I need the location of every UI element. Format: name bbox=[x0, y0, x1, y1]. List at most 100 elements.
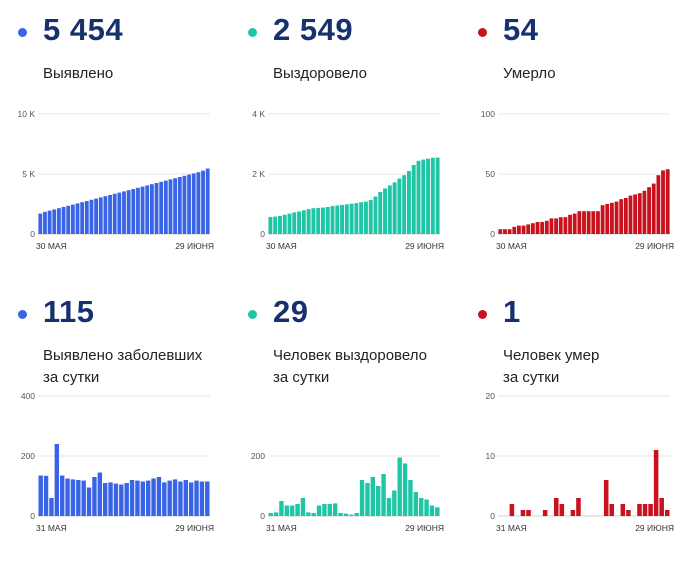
bar bbox=[102, 483, 108, 516]
x-start-label: 31 МАЯ bbox=[266, 523, 297, 533]
bar bbox=[558, 217, 563, 234]
bar bbox=[327, 504, 333, 516]
bar bbox=[507, 229, 512, 234]
bar bbox=[544, 220, 549, 234]
bar bbox=[43, 211, 47, 234]
bar bbox=[38, 475, 43, 516]
bar bbox=[316, 505, 322, 516]
y-tick-label: 4 K bbox=[252, 109, 265, 119]
bar bbox=[620, 504, 626, 516]
bar bbox=[402, 175, 407, 234]
bar bbox=[542, 510, 548, 516]
y-tick-label: 200 bbox=[21, 451, 35, 461]
stat-label-line: за сутки bbox=[503, 369, 560, 386]
bar bbox=[656, 175, 661, 234]
bar bbox=[306, 209, 311, 234]
bar bbox=[614, 201, 619, 234]
bar bbox=[108, 195, 112, 234]
legend-dot-icon bbox=[18, 310, 27, 319]
bar bbox=[86, 487, 92, 516]
bar bbox=[563, 217, 568, 234]
bar bbox=[268, 216, 273, 234]
stat-number: 54 bbox=[503, 12, 539, 47]
bar-chart: 0 10 20 31 МАЯ 29 ИЮНЯ bbox=[486, 391, 674, 533]
bar bbox=[167, 480, 172, 516]
bar bbox=[661, 170, 665, 234]
x-start-label: 30 МАЯ bbox=[266, 241, 297, 251]
bar bbox=[92, 477, 97, 516]
bar bbox=[136, 187, 140, 234]
bar bbox=[38, 213, 43, 234]
bar bbox=[199, 481, 205, 516]
bar bbox=[603, 480, 609, 516]
bar bbox=[325, 207, 330, 234]
bar bbox=[349, 514, 354, 516]
bar bbox=[292, 212, 297, 234]
bar bbox=[665, 169, 670, 234]
bar bbox=[70, 204, 75, 234]
y-tick-label: 0 bbox=[30, 229, 35, 239]
bar bbox=[344, 204, 349, 234]
bar bbox=[512, 226, 517, 234]
bar bbox=[135, 480, 140, 516]
bar bbox=[119, 484, 124, 516]
bar bbox=[633, 194, 638, 234]
bar bbox=[316, 207, 321, 234]
bar bbox=[568, 214, 572, 234]
bar bbox=[54, 444, 60, 516]
y-tick-label: 10 K bbox=[18, 109, 36, 119]
bar bbox=[619, 199, 624, 234]
stat-label: Человек умер за сутки bbox=[503, 345, 599, 389]
x-end-label: 29 ИЮНЯ bbox=[405, 523, 444, 533]
bar bbox=[330, 206, 335, 234]
bar bbox=[306, 512, 311, 516]
bar bbox=[49, 498, 54, 516]
bar bbox=[163, 180, 168, 234]
bar bbox=[577, 211, 582, 234]
bar bbox=[509, 504, 515, 516]
x-start-label: 31 МАЯ bbox=[496, 523, 527, 533]
bar bbox=[354, 203, 359, 234]
stat-label-line: Выявлено bbox=[43, 65, 114, 82]
bar bbox=[411, 165, 416, 234]
bar bbox=[84, 201, 89, 234]
bar bbox=[591, 211, 596, 234]
bar bbox=[183, 480, 189, 516]
bar bbox=[359, 480, 365, 516]
bar bbox=[600, 205, 605, 234]
bar bbox=[406, 171, 411, 234]
bar bbox=[626, 510, 631, 516]
bar bbox=[553, 498, 559, 516]
bar bbox=[354, 513, 359, 516]
bar bbox=[664, 510, 670, 516]
bar bbox=[103, 196, 108, 234]
bar bbox=[188, 482, 194, 516]
bar bbox=[94, 198, 99, 234]
bar bbox=[373, 196, 378, 234]
x-start-label: 31 МАЯ bbox=[36, 523, 67, 533]
bar bbox=[340, 204, 345, 234]
bar bbox=[402, 463, 408, 516]
bar bbox=[559, 504, 565, 516]
bar bbox=[295, 504, 300, 516]
legend-dot-icon bbox=[478, 28, 487, 37]
bar bbox=[383, 188, 388, 234]
bar bbox=[659, 498, 664, 516]
bar bbox=[381, 474, 386, 516]
y-tick-label: 200 bbox=[251, 451, 265, 461]
stat-number: 115 bbox=[43, 294, 95, 329]
bar bbox=[540, 222, 545, 234]
bar bbox=[435, 157, 440, 234]
bar bbox=[651, 183, 656, 234]
bar bbox=[279, 501, 284, 516]
bar-chart: 0 200 400 31 МАЯ 29 ИЮНЯ bbox=[21, 391, 214, 533]
stat-label-line: Выявлено заболевших bbox=[43, 347, 203, 364]
bar bbox=[196, 172, 201, 234]
bar bbox=[61, 207, 66, 234]
y-tick-label: 400 bbox=[21, 391, 35, 401]
stat-label: Выздоровело bbox=[273, 63, 367, 85]
stat-label-line: Человек умер bbox=[503, 347, 600, 364]
bar bbox=[498, 229, 503, 234]
stat-label-line: Выздоровело bbox=[273, 65, 368, 82]
bar bbox=[648, 504, 653, 516]
